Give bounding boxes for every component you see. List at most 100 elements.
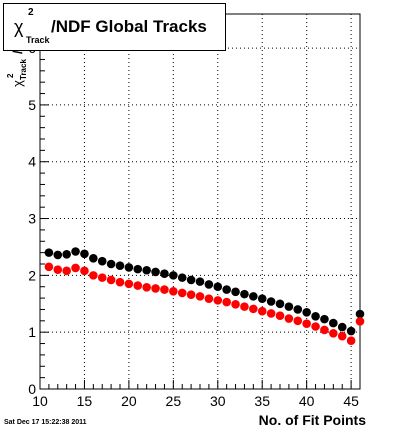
x-tick-label: 30 bbox=[210, 393, 226, 409]
data-point-series-2 bbox=[249, 304, 258, 314]
x-tick-label: 35 bbox=[254, 393, 270, 409]
data-point-series-1 bbox=[80, 249, 89, 259]
data-point-series-1 bbox=[346, 326, 356, 336]
y-label-chi: χ bbox=[10, 80, 25, 87]
data-point-series-2 bbox=[80, 266, 89, 276]
data-point-series-1 bbox=[195, 277, 205, 286]
y-tick-label: 2 bbox=[28, 267, 36, 283]
data-point-series-2 bbox=[222, 297, 231, 307]
data-point-series-1 bbox=[275, 299, 285, 309]
data-point-series-1 bbox=[222, 285, 231, 294]
title-superscript: 2 bbox=[28, 7, 34, 18]
data-point-series-1 bbox=[329, 318, 338, 328]
x-tick-label: 25 bbox=[166, 393, 182, 409]
data-point-series-2 bbox=[204, 294, 214, 303]
data-point-series-1 bbox=[169, 271, 178, 280]
data-point-series-1 bbox=[186, 275, 196, 285]
data-point-series-1 bbox=[115, 261, 125, 271]
data-point-series-2 bbox=[177, 288, 187, 298]
x-tick-label: 40 bbox=[299, 393, 315, 409]
data-point-series-1 bbox=[284, 302, 294, 311]
data-point-series-2 bbox=[293, 316, 303, 326]
data-point-series-2 bbox=[89, 271, 98, 280]
data-point-series-1 bbox=[62, 250, 71, 259]
plot-frame bbox=[39, 13, 361, 390]
data-points bbox=[44, 247, 365, 346]
chart-title-box: χ 2 Track /NDF Global Tracks bbox=[3, 3, 226, 51]
data-point-series-1 bbox=[266, 297, 276, 306]
data-point-series-2 bbox=[266, 309, 276, 318]
data-point-series-2 bbox=[44, 262, 54, 272]
data-point-series-2 bbox=[195, 292, 205, 301]
data-point-series-2 bbox=[240, 302, 249, 311]
data-point-series-2 bbox=[257, 306, 267, 316]
y-label-sub: Track bbox=[19, 59, 28, 80]
y-label-sup: 2 bbox=[6, 73, 15, 78]
data-point-series-2 bbox=[115, 277, 125, 287]
data-point-series-2 bbox=[275, 311, 285, 321]
data-point-series-1 bbox=[97, 256, 107, 266]
data-point-series-1 bbox=[355, 309, 365, 319]
data-point-series-2 bbox=[320, 325, 329, 335]
data-point-series-1 bbox=[44, 248, 54, 257]
data-point-series-1 bbox=[302, 307, 311, 317]
data-point-series-2 bbox=[106, 275, 116, 285]
data-point-series-2 bbox=[142, 282, 151, 292]
timestamp: Sat Dec 17 15:22:38 2011 bbox=[4, 419, 87, 426]
data-point-series-2 bbox=[62, 266, 71, 276]
data-point-series-1 bbox=[320, 314, 329, 324]
data-point-series-1 bbox=[106, 259, 116, 269]
data-point-series-1 bbox=[213, 282, 223, 292]
data-point-series-2 bbox=[186, 290, 196, 299]
data-point-series-1 bbox=[311, 311, 320, 321]
data-point-series-1 bbox=[53, 250, 63, 260]
data-point-series-2 bbox=[311, 322, 320, 331]
data-point-series-1 bbox=[240, 289, 249, 299]
data-point-series-2 bbox=[284, 314, 294, 323]
data-point-series-1 bbox=[89, 254, 98, 263]
data-point-series-2 bbox=[302, 319, 311, 328]
data-point-series-2 bbox=[329, 329, 338, 338]
x-tick-label: 20 bbox=[121, 393, 137, 409]
axis-ticks: 10152025303540450123456 bbox=[28, 13, 361, 409]
data-point-series-1 bbox=[71, 247, 80, 256]
data-point-series-2 bbox=[53, 265, 63, 274]
grid-lines bbox=[40, 14, 360, 389]
data-point-series-1 bbox=[249, 292, 258, 301]
data-point-series-2 bbox=[231, 300, 240, 309]
data-point-series-1 bbox=[204, 280, 214, 289]
data-point-series-1 bbox=[133, 264, 143, 274]
data-point-series-2 bbox=[213, 296, 223, 305]
title-subscript: Track bbox=[26, 35, 50, 45]
data-point-series-2 bbox=[337, 331, 347, 341]
y-tick-label: 3 bbox=[28, 211, 36, 227]
data-point-series-2 bbox=[355, 317, 365, 326]
data-point-series-2 bbox=[71, 263, 80, 273]
title-chi-symbol: χ bbox=[14, 17, 24, 37]
data-point-series-1 bbox=[337, 322, 347, 332]
data-point-series-2 bbox=[346, 336, 356, 346]
data-point-series-1 bbox=[231, 287, 240, 297]
y-tick-label: 1 bbox=[28, 324, 36, 340]
data-point-series-1 bbox=[124, 263, 134, 272]
chart-title: /NDF Global Tracks bbox=[51, 17, 207, 36]
data-point-series-2 bbox=[97, 273, 107, 282]
data-point-series-1 bbox=[142, 265, 151, 275]
data-point-series-1 bbox=[257, 294, 267, 303]
y-tick-label: 5 bbox=[28, 97, 36, 113]
x-tick-label: 10 bbox=[32, 393, 48, 409]
data-point-series-2 bbox=[151, 284, 160, 293]
data-point-series-1 bbox=[177, 273, 187, 282]
data-point-series-1 bbox=[160, 269, 169, 278]
x-axis-label: No. of Fit Points bbox=[258, 412, 366, 428]
x-tick-label: 15 bbox=[77, 393, 93, 409]
data-point-series-2 bbox=[133, 281, 143, 290]
data-point-series-1 bbox=[293, 305, 303, 314]
x-tick-label: 45 bbox=[343, 393, 359, 409]
data-point-series-2 bbox=[160, 285, 169, 294]
y-tick-label: 0 bbox=[28, 381, 36, 397]
data-point-series-1 bbox=[151, 267, 160, 277]
y-tick-label: 4 bbox=[28, 154, 36, 170]
data-point-series-2 bbox=[124, 279, 134, 289]
